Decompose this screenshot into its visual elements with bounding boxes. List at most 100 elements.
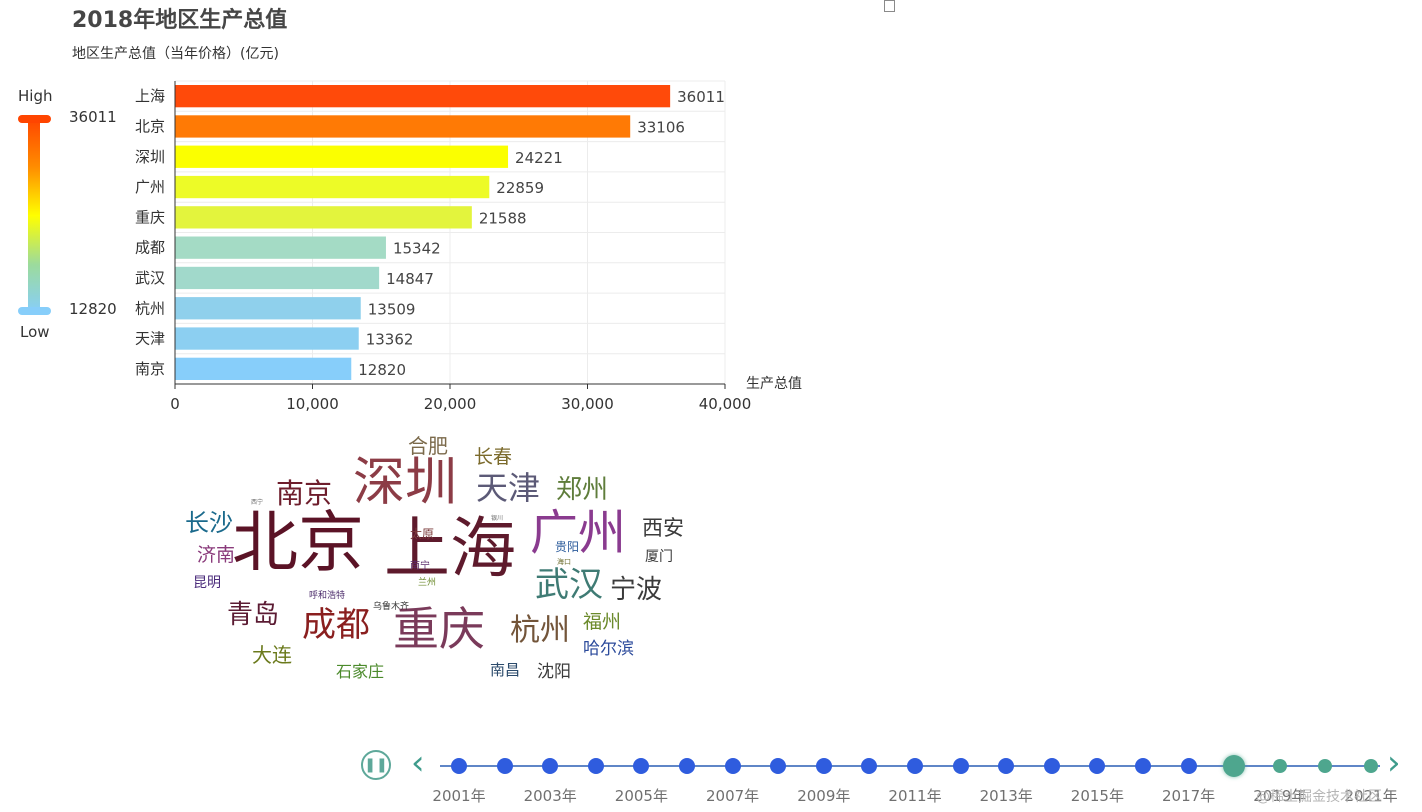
word-cloud-word[interactable]: 银川 [491,515,504,522]
word-cloud-word[interactable]: 西宁 [251,500,264,506]
y-tick-label: 北京 [135,117,165,135]
timeline-label[interactable]: 2007年 [706,787,760,805]
timeline-dot-2003年[interactable] [542,758,559,774]
word-cloud-word[interactable]: 福州 [583,612,622,633]
bar-上海[interactable] [175,85,671,108]
visual-map-high-label: High [18,87,53,105]
word-cloud-word[interactable]: 南昌 [490,662,521,679]
timeline-next-icon[interactable]: › [1387,743,1401,783]
word-cloud-word[interactable]: 成都 [302,606,370,644]
word-cloud-word[interactable]: 上海 [384,511,516,585]
timeline-dot-2014年[interactable] [1043,758,1060,774]
timeline-label[interactable]: 2021年 [1344,787,1398,805]
timeline-prev-icon[interactable]: ‹ [411,743,425,783]
word-cloud-word[interactable]: 青岛 [227,600,280,630]
timeline-label[interactable]: 2019年 [1253,787,1307,805]
data-label: 13509 [368,300,416,318]
word-cloud-word[interactable]: 杭州 [510,613,570,648]
word-cloud-word[interactable]: 海口 [557,558,571,566]
word-cloud-word[interactable]: 长春 [474,446,513,468]
bar-广州[interactable] [175,175,490,199]
watermark: @稀土掘金技术社区 [1256,789,1382,805]
timeline-label[interactable]: 2005年 [614,787,668,805]
word-cloud-word[interactable]: 乌鲁木齐 [373,601,410,611]
word-cloud-word[interactable]: 大连 [252,645,292,667]
timeline-dot-2016年[interactable] [1135,758,1151,774]
timeline-dot-2015年[interactable] [1089,758,1106,774]
word-cloud-word[interactable]: 深圳 [353,453,458,513]
timeline-dot-2020年[interactable] [1318,759,1333,773]
timeline-label[interactable]: 2001年 [432,787,486,805]
timeline-label[interactable]: 2013年 [979,787,1033,805]
timeline-dot-2001年[interactable] [451,758,467,774]
data-label: 21588 [479,209,527,227]
word-cloud-word[interactable]: 郑州 [556,475,609,505]
y-tick-label: 成都 [135,239,165,257]
timeline-dot-2021年[interactable] [1364,759,1378,773]
pause-icon[interactable]: ❚❚ [361,750,391,780]
timeline-dot-2006年[interactable] [679,758,695,774]
timeline-label[interactable]: 2017年 [1162,787,1216,805]
timeline-dot-2008年[interactable] [770,758,787,774]
timeline-dot-2004年[interactable] [587,758,604,774]
word-cloud-word[interactable]: 贵阳 [555,540,580,554]
word-cloud-word[interactable]: 宁波 [610,574,663,604]
bar-天津[interactable] [175,327,359,350]
word-cloud-word[interactable]: 北京 [232,504,364,581]
y-tick-label: 重庆 [135,208,165,226]
word-cloud-word[interactable]: 呼和浩特 [309,591,346,601]
timeline-dot-2002年[interactable] [496,758,513,774]
timeline-label[interactable]: 2011年 [888,787,942,805]
word-cloud-word[interactable]: 石家庄 [336,662,385,681]
word-cloud-word[interactable]: 太原 [410,527,435,541]
bar-杭州[interactable] [175,297,361,320]
x-tick-label: 0 [170,395,180,413]
x-tick-label: 40,000 [699,395,752,413]
save-image-icon[interactable] [884,0,895,12]
timeline-label[interactable]: 2015年 [1070,787,1124,805]
timeline-dot-2018年[interactable] [1223,755,1246,777]
visual-map-bottom-handle[interactable] [18,307,51,315]
word-cloud-word[interactable]: 兰州 [418,577,437,587]
word-cloud-word[interactable]: 沈阳 [537,662,571,681]
timeline-dot-2019年[interactable] [1272,759,1287,773]
timeline-dot-2007年[interactable] [724,758,741,774]
bar-重庆[interactable] [175,206,472,229]
timeline-dot-2011年[interactable] [907,758,923,774]
word-cloud-word[interactable]: 南宁 [410,561,430,572]
bar-武汉[interactable] [175,266,380,290]
word-cloud-word[interactable]: 重庆 [393,602,485,656]
word-cloud-word[interactable]: 天津 [476,470,541,506]
visual-map-top-handle[interactable] [18,115,51,123]
visual-map-max-value: 36011 [69,108,117,126]
timeline-label[interactable]: 2009年 [797,787,851,805]
timeline-dot-2009年[interactable] [815,758,832,774]
word-cloud-word[interactable]: 武汉 [535,565,603,605]
bar-北京[interactable] [175,115,631,138]
bar-南京[interactable] [175,357,352,380]
word-cloud-word[interactable]: 长沙 [185,510,233,537]
word-cloud-word[interactable]: 南京 [276,478,333,509]
word-cloud-word[interactable]: 昆明 [193,575,221,591]
word-cloud-word[interactable]: 合肥 [408,434,448,458]
word-cloud-word[interactable]: 哈尔滨 [583,639,634,659]
timeline-label[interactable]: 2003年 [523,787,577,805]
bar-成都[interactable] [175,236,386,259]
x-tick-label: 10,000 [286,395,339,413]
word-cloud-word[interactable]: 厦门 [645,548,673,564]
visual-map-gradient-bar[interactable] [28,118,40,313]
timeline-dot-2005年[interactable] [633,758,650,774]
y-tick-label: 武汉 [135,269,165,287]
timeline-dot-2013年[interactable] [998,758,1015,774]
timeline-dot-2012年[interactable] [952,758,969,774]
word-cloud-word[interactable]: 西安 [642,516,684,540]
data-label: 14847 [386,270,434,288]
bar-深圳[interactable] [175,145,509,168]
y-tick-label: 杭州 [135,299,165,317]
visual-map-min-value: 12820 [69,300,117,318]
timeline-dot-2017年[interactable] [1180,758,1197,774]
timeline-dot-2010年[interactable] [861,758,878,774]
word-cloud-word[interactable]: 广州 [530,507,627,560]
word-cloud-word[interactable]: 济南 [197,545,236,566]
